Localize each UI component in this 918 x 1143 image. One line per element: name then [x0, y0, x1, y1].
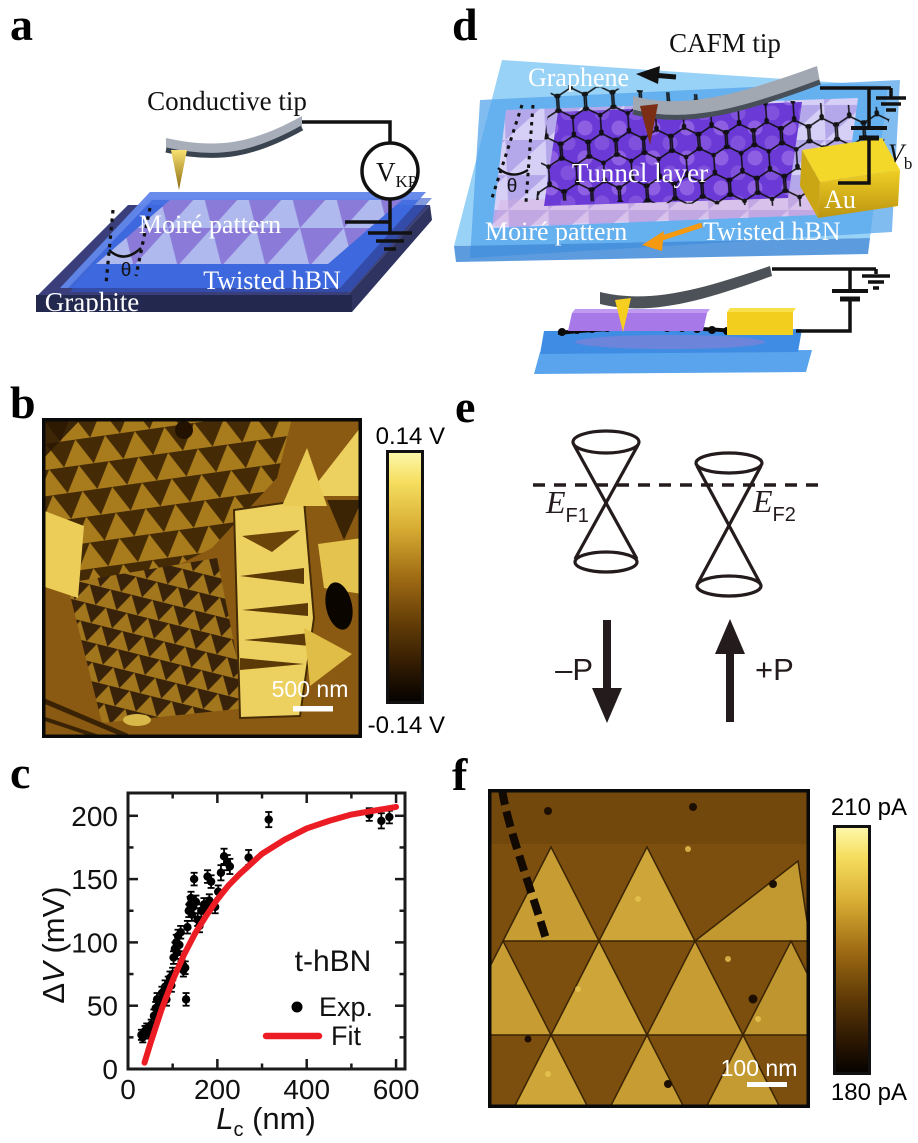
pos-p-label: +P: [755, 652, 794, 687]
scale-bar-label-b: 500 nm: [272, 676, 349, 702]
graphite-label: Graphite: [45, 287, 139, 317]
bias-circuit: [820, 86, 906, 185]
ground-symbol-side: [862, 274, 890, 290]
x-tick-label: 600: [373, 1074, 420, 1105]
panel-b-letter: b: [10, 377, 36, 428]
twist-angle-marker: [104, 207, 152, 285]
x-tick-label: 400: [283, 1074, 330, 1105]
moire-pattern-label-d: Moiré pattern: [485, 217, 627, 246]
x-tick-label: 200: [194, 1074, 241, 1105]
graphene-arrow: [636, 66, 677, 84]
scale-bar-b: [293, 706, 333, 712]
cafm-tip-cone: [640, 104, 658, 145]
cantilever-side: [600, 266, 772, 309]
panel-f-letter: f: [452, 749, 468, 800]
panel-d-schematic: θ: [454, 28, 912, 374]
panel-d-letter: d: [452, 0, 478, 50]
tip-cone: [171, 150, 187, 190]
conductive-tip-label: Conductive tip: [147, 86, 307, 116]
tunnel-layer-side: [568, 313, 707, 331]
panel-c-letter: c: [10, 747, 31, 798]
bright-domain-column: [232, 498, 316, 720]
circuit-side: [772, 267, 890, 333]
y-tick-label: 50: [87, 991, 118, 1022]
colorbar-b: [386, 450, 424, 704]
vb-label: Vb: [888, 139, 912, 173]
fine-moire-mesh: [42, 418, 292, 603]
y-tick-label: 0: [102, 1054, 118, 1085]
y-tick-label: 200: [71, 801, 118, 832]
twist-angle-marker-d: [490, 104, 535, 203]
chart-legend: t-hBN Exp. Fit: [262, 945, 373, 1051]
panel-e-letter: e: [455, 381, 476, 432]
au-label: Au: [824, 185, 856, 214]
x-axis-label: Lc (nm): [216, 1101, 316, 1141]
scale-bar-f: [747, 1082, 787, 1087]
ef1-label: EF1: [545, 484, 589, 527]
panel-a-schematic: θ VKP Conductive tip Moiré pattern Twist…: [36, 86, 432, 317]
ef2-label: EF2: [752, 483, 796, 526]
delta-v-chart: ΔV (mV) Lc (nm) t-hBN Exp. Fit 0 200 400 60…: [36, 791, 420, 1141]
legend-exp-label: Exp.: [319, 992, 373, 1022]
tip-side: [615, 298, 631, 332]
x-tick-label: 0: [120, 1074, 136, 1105]
y-axis-label: ΔV (mV): [36, 886, 71, 1003]
tunnel-layer-label: Tunnel layer: [572, 158, 708, 188]
panel-a-letter: a: [10, 0, 33, 50]
colorbar-f: [833, 825, 871, 1075]
graphene-label: Graphene: [528, 63, 629, 92]
fit-curve: [141, 803, 400, 1066]
moire-domain-triangles: [488, 845, 810, 1108]
kelvin-probe-circuit: [302, 120, 420, 251]
legend-fit-label: Fit: [331, 1021, 361, 1051]
battery-symbol-side: [832, 289, 868, 302]
dark-defect: [325, 582, 353, 630]
colorbar-f-min: 180 pA: [830, 1079, 907, 1106]
ground-symbol-d: [876, 96, 906, 112]
cafm-cantilever: [632, 66, 821, 145]
moire-arrow: [642, 222, 703, 251]
side-view: [534, 266, 890, 374]
scale-bar-label-f: 100 nm: [721, 1055, 798, 1081]
polarization-down-arrow: [592, 620, 622, 723]
moire-pattern-region: [96, 200, 402, 264]
colorbar-b-min: -0.14 V: [367, 712, 445, 739]
legend-title: t-hBN: [295, 945, 372, 978]
vkp-meter-label: VKP: [376, 157, 417, 191]
panel-e-diagram: EF1 EF2 –P +P: [533, 429, 820, 723]
y-tick-label: 150: [71, 864, 118, 895]
y-tick-label: 100: [71, 927, 118, 958]
ground-symbol-a: [368, 231, 412, 251]
colorbar-b-max: 0.14 V: [375, 423, 445, 450]
colorbar-f-max: 210 pA: [830, 794, 907, 821]
dirac-cone-right: [694, 451, 764, 598]
chart-plot-area: 0 200 400 600 0 50 100 150 200: [71, 791, 420, 1105]
legend-exp-marker: [291, 1001, 303, 1013]
chart-frame: [126, 791, 407, 1071]
kpfm-image: 500 nm: [42, 418, 362, 738]
bright-triangles-right: [282, 428, 362, 686]
au-electrode-side: [727, 312, 793, 335]
neg-p-label: –P: [555, 652, 593, 687]
moire-pattern-label-a: Moiré pattern: [139, 210, 281, 239]
afm-cantilever: [165, 116, 304, 190]
twisted-hbn-label-a: Twisted hBN: [203, 266, 341, 295]
dirac-cone-left: [571, 429, 641, 574]
cafm-tip-label: CAFM tip: [669, 28, 781, 58]
polarization-up-arrow: [715, 619, 745, 722]
cafm-image: 100 nm: [488, 789, 810, 1108]
dark-spots: [524, 803, 777, 1088]
dark-streak: [498, 789, 550, 941]
theta-label-d: θ: [507, 176, 518, 197]
theta-label-a: θ: [121, 260, 132, 281]
bright-spots: [545, 846, 761, 1077]
fine-moire-mesh-2: [67, 558, 247, 723]
twisted-hbn-label-d: Twisted hBN: [703, 217, 841, 246]
